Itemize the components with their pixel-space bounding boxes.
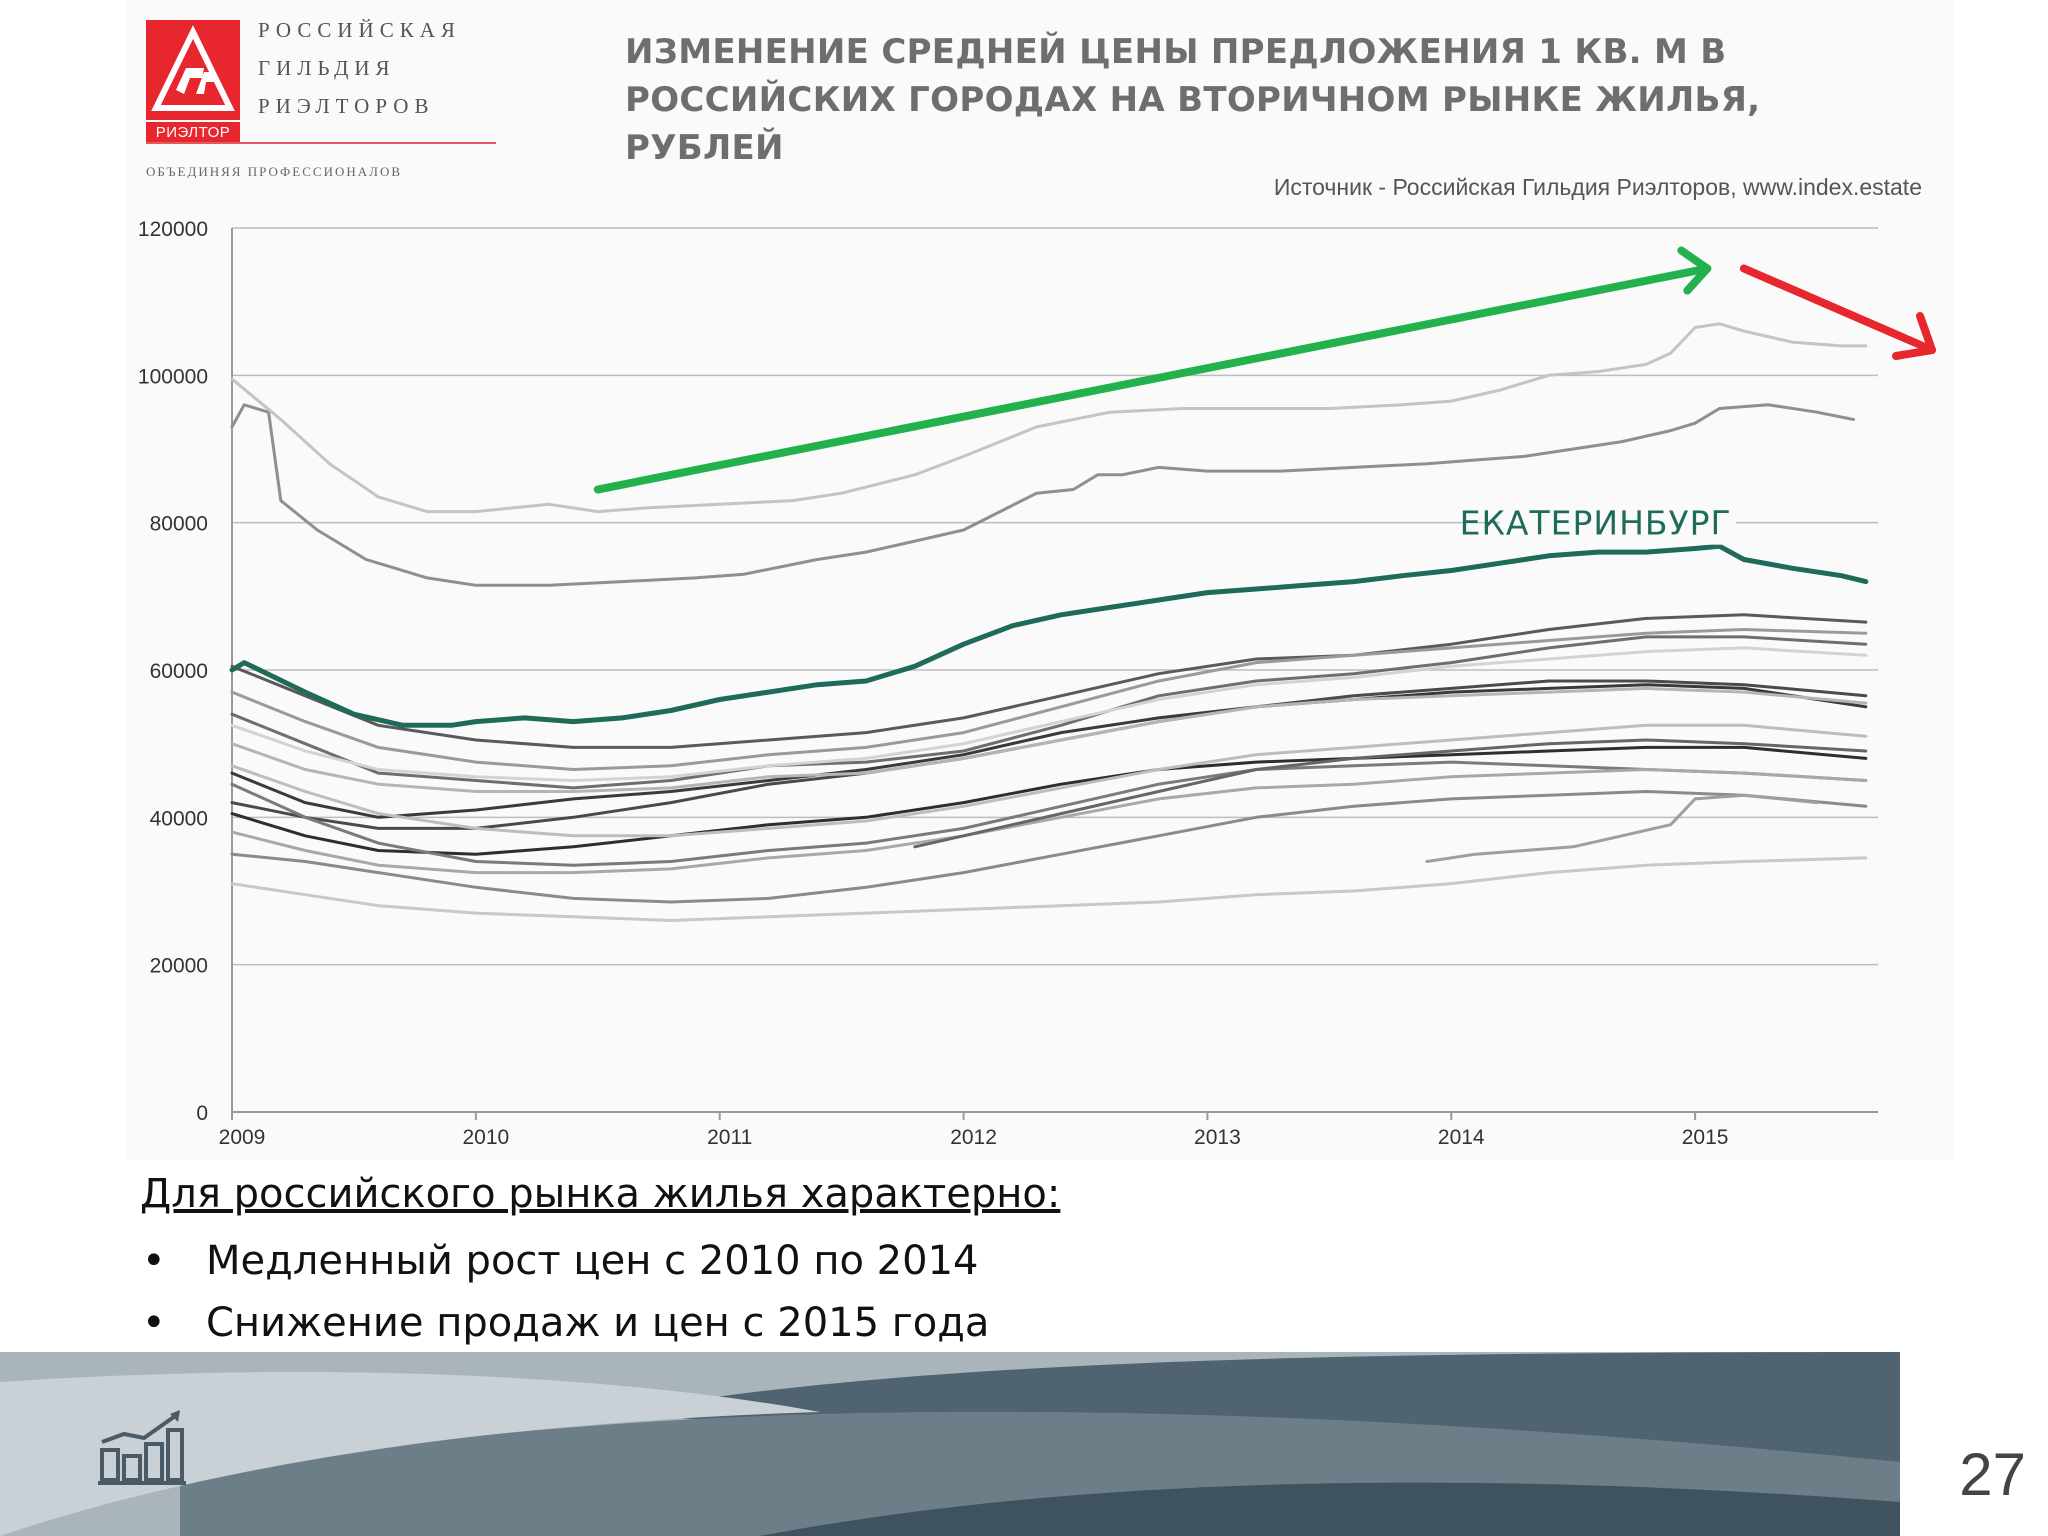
x-tick-label: 2013 [1194, 1126, 1241, 1149]
series-line [230, 683, 1868, 819]
x-tick-label: 2014 [1438, 1126, 1485, 1149]
series-line [230, 768, 1868, 875]
series-line [230, 686, 1868, 793]
highlight-label-bg [1499, 500, 1736, 545]
series-line [913, 738, 1868, 849]
x-tick-label: 2011 [707, 1126, 752, 1149]
trend-down-arrowhead [1892, 312, 1936, 360]
y-tick-label: 100000 [138, 365, 208, 388]
x-tick-label: 2009 [219, 1126, 266, 1149]
series-line [230, 679, 1868, 830]
chart-title: ИЗМЕНЕНИЕ СРЕДНЕЙ ЦЕНЫ ПРЕДЛОЖЕНИЯ 1 КВ.… [625, 32, 1761, 168]
series-line [230, 613, 1868, 749]
logo-emblem [146, 20, 240, 126]
series-line-highlight [229, 543, 1869, 728]
bullet-marker: • [142, 1238, 166, 1284]
logo-line-2: ГИЛЬДИЯ [258, 56, 396, 80]
series-line [230, 723, 1868, 838]
bullet-item: • Медленный рост цен с 2010 по 2014 [140, 1230, 1540, 1292]
trend-up-arrow [593, 264, 1712, 494]
bullet-marker: • [142, 1300, 166, 1346]
y-tick-label: 80000 [150, 513, 208, 536]
trend-down-arrow [1739, 264, 1936, 354]
page-number: 27 [1959, 1441, 2026, 1508]
logo: РИЭЛТОР РОССИЙСКАЯ ГИЛЬДИЯ РИЭЛТОРОВ ОБЪ… [146, 18, 498, 188]
price-line-chart: 0 20000 40000 60000 80000 100000 120000 2009 201… [138, 218, 1936, 1149]
footer-band [0, 1352, 2048, 1536]
series-line [230, 856, 1868, 922]
series-line [230, 790, 1868, 904]
y-tick-label: 40000 [150, 807, 208, 830]
series-line [230, 646, 1868, 782]
bullet-text: Снижение продаж и цен с 2015 года [206, 1300, 990, 1346]
chart-panel [125, 0, 1955, 1160]
logo-emblem-icon [151, 25, 235, 111]
chart-source: Источник - Российская Гильдия Риэлторов,… [1273, 174, 1922, 200]
series-line [230, 403, 1856, 587]
axes: 0 20000 40000 60000 80000 100000 120000 2009 201… [138, 218, 1878, 1149]
y-tick-label: 60000 [150, 660, 208, 683]
series-line [230, 322, 1868, 514]
y-tick-label: 0 [196, 1102, 208, 1125]
bullet-section: Для российского рынка жилья характерно: … [140, 1168, 1540, 1354]
bullet-list: • Медленный рост цен с 2010 по 2014 • Сн… [140, 1230, 1540, 1354]
logo-tagline: ОБЪЕДИНЯЯ ПРОФЕССИОНАЛОВ [146, 164, 403, 179]
x-tick-label: 2015 [1682, 1126, 1729, 1149]
series-lines [229, 322, 1869, 922]
annotations: ЕКАТЕРИНБУРГ [593, 246, 1936, 545]
bullet-text: Медленный рост цен с 2010 по 2014 [206, 1238, 979, 1284]
logo-brand-text: РИЭЛТОР [146, 120, 240, 142]
x-tick-label: 2012 [950, 1126, 997, 1149]
logo-divider [146, 142, 496, 144]
series-line [1425, 793, 1819, 863]
trend-up-arrowhead [1677, 246, 1712, 295]
series-line [230, 745, 1868, 856]
y-tick-label: 120000 [138, 218, 208, 241]
logo-line-1: РОССИЙСКАЯ [258, 18, 461, 42]
bullets-heading: Для российского рынка жилья характерно: [140, 1171, 1061, 1217]
series-line [230, 635, 1868, 790]
series-line [230, 628, 1868, 771]
x-tick-label: 2010 [462, 1126, 509, 1149]
bar-chart-icon [98, 1410, 186, 1485]
series-line [230, 760, 1868, 867]
logo-line-3: РИЭЛТОРОВ [258, 94, 435, 118]
highlight-label: ЕКАТЕРИНБУРГ [1460, 504, 1732, 543]
bullet-item: • Снижение продаж и цен с 2015 года [140, 1292, 1540, 1354]
y-tick-label: 20000 [150, 955, 208, 978]
